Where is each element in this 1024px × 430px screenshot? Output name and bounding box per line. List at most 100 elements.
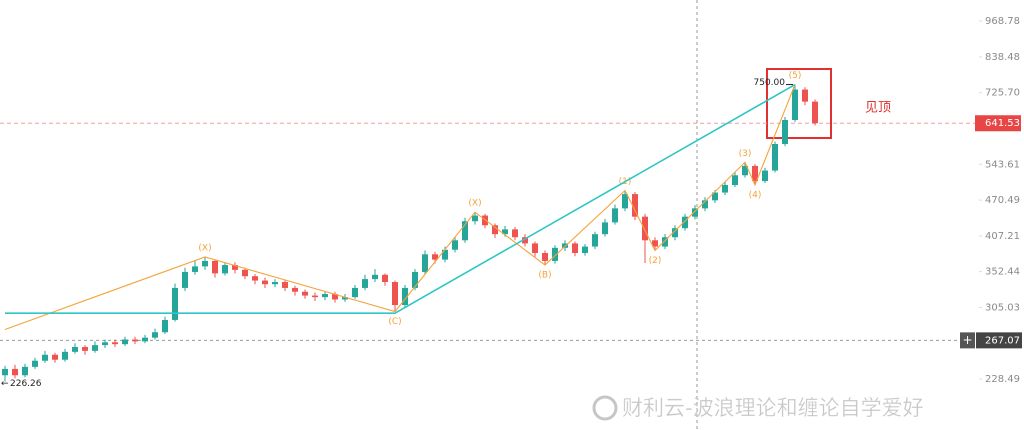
- y-tick-label: 968.78: [985, 16, 1020, 27]
- candle-body: [192, 266, 198, 272]
- candle-body: [172, 287, 178, 320]
- candle-body: [232, 265, 238, 270]
- candle-body: [812, 101, 818, 124]
- candle-body: [222, 265, 228, 274]
- candle-body: [582, 246, 588, 253]
- candle-body: [452, 240, 458, 250]
- wave-line: [5, 83, 796, 315]
- candle-body: [112, 342, 118, 345]
- candle-body: [622, 194, 628, 209]
- candle-body: [2, 368, 8, 376]
- candle-body: [162, 319, 168, 333]
- wave-label: (X): [468, 199, 481, 209]
- candle-body: [752, 165, 758, 182]
- candle-body: [352, 287, 358, 298]
- crosshair-box: [976, 332, 1022, 349]
- candle-body: [742, 165, 748, 176]
- candle-body: [682, 216, 688, 229]
- last-price-box: [975, 115, 1021, 132]
- crosshair-plus: +: [962, 333, 972, 347]
- candle-body: [602, 222, 608, 235]
- candle-body: [512, 229, 518, 238]
- candle-body: [242, 269, 248, 277]
- candle-body: [782, 119, 788, 144]
- y-tick-label: 838.48: [985, 52, 1020, 63]
- candle-body: [342, 297, 348, 300]
- crosshair-plus-box: [960, 332, 975, 349]
- candle-body: [722, 184, 728, 193]
- candle-body: [572, 243, 578, 253]
- candle-body: [82, 347, 88, 351]
- candle-body: [632, 194, 638, 217]
- candle-body: [732, 175, 738, 185]
- candle-body: [502, 229, 508, 235]
- candle-body: [212, 260, 218, 274]
- candle-body: [202, 260, 208, 267]
- candle-body: [552, 247, 558, 261]
- candle-body: [492, 225, 498, 235]
- min-marker: 226.26: [10, 379, 42, 389]
- candle-body: [62, 351, 68, 360]
- candle-body: [802, 89, 808, 102]
- wave-line: [4, 84, 796, 331]
- wave-label: (C): [388, 317, 401, 327]
- candle-body: [542, 252, 548, 261]
- candle-body: [652, 240, 658, 247]
- max-marker: 750.00: [754, 78, 786, 88]
- candle-body: [72, 347, 78, 352]
- candle-body: [42, 354, 48, 361]
- candle-body: [432, 254, 438, 260]
- candle-body: [762, 170, 768, 182]
- crosshair-label: 267.07: [985, 335, 1020, 346]
- candle-body: [362, 279, 368, 288]
- min-marker-arrow: ←: [1, 379, 9, 389]
- candle-body: [712, 192, 718, 201]
- candle-body: [92, 345, 98, 351]
- watermark: 财利云-波浪理论和缠论自学爱好: [622, 396, 924, 420]
- candle-body: [522, 237, 528, 244]
- candle-body: [12, 368, 18, 376]
- candle-body: [132, 339, 138, 342]
- watermark-logo: [592, 395, 618, 421]
- annotation: 见顶: [865, 101, 891, 116]
- candle-body: [372, 274, 378, 280]
- candle-body: [612, 208, 618, 223]
- y-tick-label: 407.21: [985, 231, 1020, 242]
- y-tick-label: 228.49: [985, 374, 1020, 385]
- candle-body: [562, 243, 568, 248]
- candle-body: [792, 89, 798, 120]
- wave-label: (B): [538, 271, 551, 281]
- candle-body: [252, 276, 258, 281]
- y-tick-label: 725.70: [985, 88, 1020, 99]
- candle-body: [152, 332, 158, 338]
- wave-label: (3): [739, 149, 752, 159]
- candle-body: [282, 282, 288, 288]
- candle-body: [262, 280, 268, 285]
- candle-body: [472, 215, 478, 222]
- candle-body: [392, 282, 398, 306]
- candle-body: [402, 287, 408, 306]
- candle-body: [302, 291, 308, 296]
- candle-body: [312, 295, 318, 298]
- candle-body: [442, 249, 448, 260]
- y-tick-label: 470.49: [985, 195, 1020, 206]
- candle-body: [292, 287, 298, 292]
- candle-body: [642, 216, 648, 241]
- candle-body: [672, 228, 678, 238]
- candle-body: [382, 274, 388, 283]
- wave-label: (X): [198, 243, 211, 253]
- candle-body: [532, 243, 538, 253]
- wave-label: (2): [649, 256, 662, 266]
- y-tick-label: 352.44: [985, 267, 1020, 278]
- highlight-box: [766, 68, 832, 139]
- candle-body: [692, 208, 698, 217]
- candle-body: [772, 143, 778, 171]
- candle-body: [32, 360, 38, 367]
- candle-body: [102, 342, 108, 346]
- y-tick-label: 305.03: [985, 302, 1020, 313]
- wave-label: (4): [749, 190, 762, 200]
- y-tick-label: 543.61: [985, 159, 1020, 170]
- candle-body: [422, 254, 428, 272]
